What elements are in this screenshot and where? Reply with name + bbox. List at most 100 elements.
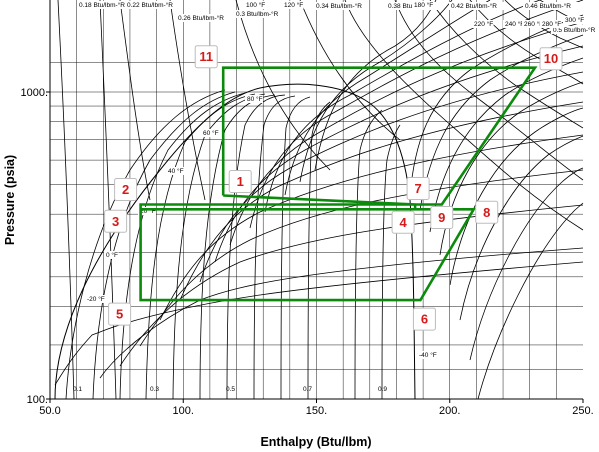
entropy-label: 0.3 Btu/lbm-°R	[236, 10, 279, 18]
isotherm-line	[139, 169, 584, 347]
x-tick-label: 50.0	[39, 405, 60, 417]
isotherm-label-bg	[417, 351, 439, 359]
isotherm-line	[284, 0, 491, 196]
isotherm-line	[119, 204, 584, 367]
quality-line	[92, 91, 236, 400]
state-point-label: 9	[438, 210, 445, 225]
isotherm-line	[214, 45, 584, 263]
isotherm-label-bg	[244, 1, 266, 9]
isotherm-label: 220 °F	[474, 20, 493, 28]
x-axis-title: Enthalpy (Btu/lbm)	[260, 435, 371, 449]
quality-line	[307, 101, 331, 400]
isentrope-line	[235, 0, 331, 171]
isotherm-label: 280 °F	[542, 20, 561, 28]
quality-line	[381, 124, 401, 400]
isotherm-line	[54, 261, 584, 386]
saturation-dome-curve	[54, 83, 416, 400]
entropy-label-bg	[551, 26, 599, 34]
entropy-label-bg	[176, 14, 232, 22]
y-tick-label: 100.	[27, 394, 48, 406]
entropy-label: 0.38 Btu/lbm-°R	[388, 2, 434, 10]
isotherm-label-bg	[282, 1, 304, 9]
quality-label: 0.1	[73, 386, 82, 393]
x-tick-label: 200.	[439, 405, 460, 417]
isentrope-line	[344, 0, 584, 231]
isotherm-label: 240 °F	[505, 20, 524, 28]
entropy-label: 0.42 Btu/lbm-°R	[451, 2, 497, 10]
y-tick-label: 1000.	[20, 87, 48, 99]
quality-line	[354, 109, 383, 400]
isotherm-label: 260 °F	[524, 20, 543, 28]
isotherm-label: -40 °F	[419, 351, 437, 359]
quality-line	[280, 96, 311, 400]
isotherm-line	[459, 135, 584, 321]
isotherm-line	[409, 14, 584, 196]
x-tick-label: 150.	[306, 405, 327, 417]
state-point-box	[412, 307, 436, 331]
quality-line	[119, 92, 246, 400]
isotherm-label-bg	[104, 251, 119, 259]
entropy-label: 0.26 Btu/lbm-°R	[178, 14, 224, 22]
entropy-label: 0.22 Btu/lbm-°R	[127, 1, 173, 9]
isentrope-line	[119, 0, 151, 201]
isentrope-line	[99, 0, 117, 400]
state-point-label: 5	[116, 307, 123, 322]
entropy-label: 0.5 Btu/lbm-°R	[553, 26, 596, 34]
state-point-label: 3	[112, 214, 119, 229]
isentrope-line	[429, 0, 584, 129]
isotherm-label: 20 °F	[140, 207, 156, 215]
isotherm-line	[299, 0, 453, 183]
state-point-label: 1	[237, 174, 244, 189]
state-points: 11 10 9 7 4 8 6 5 3 2 1	[104, 45, 563, 331]
state-point-box	[475, 200, 499, 224]
entropy-label: 0.18 Btu/lbm-°R	[79, 1, 125, 9]
isotherm-label: 60 °F	[203, 129, 219, 137]
x-tick-label: 100.	[173, 405, 194, 417]
quality-label: 0.5	[226, 386, 235, 393]
isotherm-label: 80 °F	[247, 95, 263, 103]
isotherm-line	[469, 167, 584, 361]
isotherm-label-bg	[201, 129, 219, 137]
state-point-box	[539, 47, 563, 71]
isotherm-label: 40 °F	[168, 167, 184, 175]
isotherm-label-bg	[138, 207, 156, 215]
state-point-box	[194, 45, 218, 69]
quality-line	[172, 93, 266, 400]
quality-label: 0.7	[303, 386, 312, 393]
saturation-dome	[54, 83, 416, 400]
entropy-label-bg	[314, 2, 370, 10]
isotherm-line	[249, 0, 584, 229]
entropy-label-bg	[449, 2, 505, 10]
state-point-box	[430, 206, 454, 230]
isotherm-label: 100 °F	[246, 1, 265, 9]
state-point-box	[108, 302, 132, 326]
isotherm-label: 180 °F	[414, 1, 433, 9]
entropy-label: 0.46 Btu/lbm-°R	[525, 2, 571, 10]
isotherm-label-bg	[245, 95, 263, 103]
entropy-label-bg	[125, 1, 181, 9]
isentrope-line	[394, 0, 584, 181]
isotherm-label-bg	[166, 167, 184, 175]
x-tick-label: 250.	[572, 405, 593, 417]
isoline-labels: 0.18 Btu/lbm-°R 0.22 Btu/lbm-°R 0.26 Btu/l…	[73, 1, 599, 393]
state-point-label: 10	[544, 51, 558, 66]
isotherm-label: 120 °F	[284, 1, 303, 9]
y-axis-title: Pressure (psia)	[3, 155, 17, 245]
isentrope-line	[299, 0, 401, 141]
axes: 50.0 100. 150. 200. 250.100.1000.Enthalpy (B…	[3, 0, 594, 449]
state-point-label: 8	[483, 205, 490, 220]
isotherm-label: -20 °F	[87, 295, 105, 303]
isotherm-line	[179, 101, 584, 301]
quality-label: 0.9	[378, 386, 387, 393]
isotherm-label: 0 °F	[106, 251, 118, 259]
isotherm-line	[314, 0, 437, 171]
state-point-label: 4	[399, 215, 407, 230]
isotherm-line	[99, 247, 584, 379]
isotherm-line	[477, 202, 584, 400]
quality-line	[253, 95, 296, 400]
isolines	[54, 0, 584, 400]
state-point-box	[104, 209, 128, 233]
quality-label: 0.3	[150, 386, 159, 393]
isotherm-label-bg	[522, 20, 544, 28]
